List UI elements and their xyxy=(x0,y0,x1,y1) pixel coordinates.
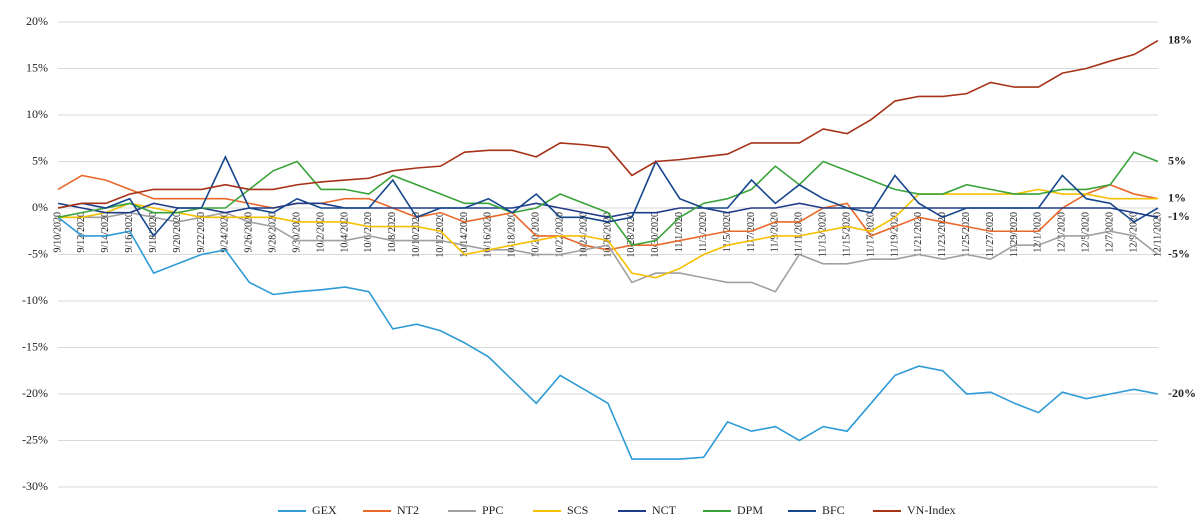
series-line xyxy=(57,216,1159,460)
x-tick-label: 12/5/2020 xyxy=(1081,212,1092,253)
legend-label: PPC xyxy=(482,503,503,517)
x-tick-label: 10/30/2020 xyxy=(650,212,661,258)
y-tick-label: 20% xyxy=(26,14,48,28)
y-tick-label: -25% xyxy=(22,432,48,446)
y-tick-label: -15% xyxy=(22,339,48,353)
x-tick-label: 12/11/2020 xyxy=(1152,212,1163,257)
legend-label: BFC xyxy=(822,503,845,517)
x-tick-label: 10/24/2020 xyxy=(578,212,589,258)
x-tick-label: 10/16/2020 xyxy=(483,212,494,258)
x-tick-label: 11/19/2020 xyxy=(889,212,900,257)
x-tick-label: 10/4/2020 xyxy=(339,212,350,253)
x-tick-label: 9/24/2020 xyxy=(220,212,231,253)
value-label: -5% xyxy=(1168,246,1190,260)
value-label: -1% xyxy=(1168,209,1190,223)
x-tick-label: 9/20/2020 xyxy=(172,212,183,253)
x-tick-label: 12/7/2020 xyxy=(1104,212,1115,253)
x-tick-label: 9/12/2020 xyxy=(76,212,87,253)
x-tick-label: 11/23/2020 xyxy=(937,212,948,257)
x-tick-label: 10/12/2020 xyxy=(435,212,446,258)
x-tick-label: 11/29/2020 xyxy=(1009,212,1020,257)
x-tick-label: 10/18/2020 xyxy=(507,212,518,258)
x-tick-label: 10/14/2020 xyxy=(459,212,470,258)
y-tick-label: 0% xyxy=(32,200,48,214)
x-tick-label: 10/22/2020 xyxy=(554,212,565,258)
series-line xyxy=(57,39,1159,209)
x-tick-label: 10/26/2020 xyxy=(602,212,613,258)
x-tick-label: 9/28/2020 xyxy=(268,212,279,253)
legend-label: GEX xyxy=(312,503,337,517)
value-label: 18% xyxy=(1168,32,1192,46)
series-line xyxy=(58,211,1159,293)
x-tick-label: 10/10/2020 xyxy=(411,212,422,258)
legend-label: NCT xyxy=(652,503,677,517)
x-tick-label: 11/25/2020 xyxy=(961,212,972,257)
series-line xyxy=(58,188,1158,279)
x-tick-label: 11/15/2020 xyxy=(841,212,852,257)
value-label: 1% xyxy=(1168,190,1186,204)
x-tick-label: 11/11/2020 xyxy=(794,212,805,257)
value-label: 5% xyxy=(1168,153,1186,167)
x-tick-label: 11/27/2020 xyxy=(985,212,996,257)
legend-label: DPM xyxy=(737,503,763,517)
x-tick-label: 9/18/2020 xyxy=(148,212,159,253)
x-tick-label: 9/30/2020 xyxy=(291,212,302,253)
x-tick-label: 11/3/2020 xyxy=(698,212,709,252)
x-tick-label: 11/7/2020 xyxy=(746,212,757,252)
series-line xyxy=(57,174,1159,251)
x-tick-label: 11/21/2020 xyxy=(913,212,924,257)
x-tick-label: 12/1/2020 xyxy=(1033,212,1044,253)
legend-label: SCS xyxy=(567,503,588,517)
x-tick-label: 11/13/2020 xyxy=(818,212,829,257)
x-tick-label: 11/1/2020 xyxy=(674,212,685,252)
y-tick-label: -20% xyxy=(22,386,48,400)
series-line xyxy=(57,154,1159,238)
y-tick-label: 5% xyxy=(32,153,48,167)
x-tick-label: 10/6/2020 xyxy=(363,212,374,253)
legend-label: NT2 xyxy=(397,503,419,517)
series-line xyxy=(57,151,1159,247)
x-tick-label: 9/22/2020 xyxy=(196,212,207,253)
y-tick-label: -10% xyxy=(22,293,48,307)
legend-label: VN-Index xyxy=(907,503,956,517)
x-tick-label: 9/10/2020 xyxy=(52,212,63,253)
y-tick-label: -5% xyxy=(28,246,48,260)
x-tick-label: 10/2/2020 xyxy=(315,212,326,253)
value-label: -20% xyxy=(1168,386,1196,400)
x-tick-label: 10/28/2020 xyxy=(626,212,637,258)
x-tick-label: 11/9/2020 xyxy=(770,212,781,252)
y-tick-label: -30% xyxy=(22,479,48,493)
x-tick-label: 12/3/2020 xyxy=(1057,212,1068,253)
x-tick-label: 12/9/2020 xyxy=(1128,212,1139,253)
x-tick-label: 9/14/2020 xyxy=(100,212,111,253)
y-tick-label: 10% xyxy=(26,107,48,121)
y-tick-label: 15% xyxy=(26,60,48,74)
x-tick-label: 9/26/2020 xyxy=(244,212,255,253)
x-tick-label: 10/8/2020 xyxy=(387,212,398,253)
